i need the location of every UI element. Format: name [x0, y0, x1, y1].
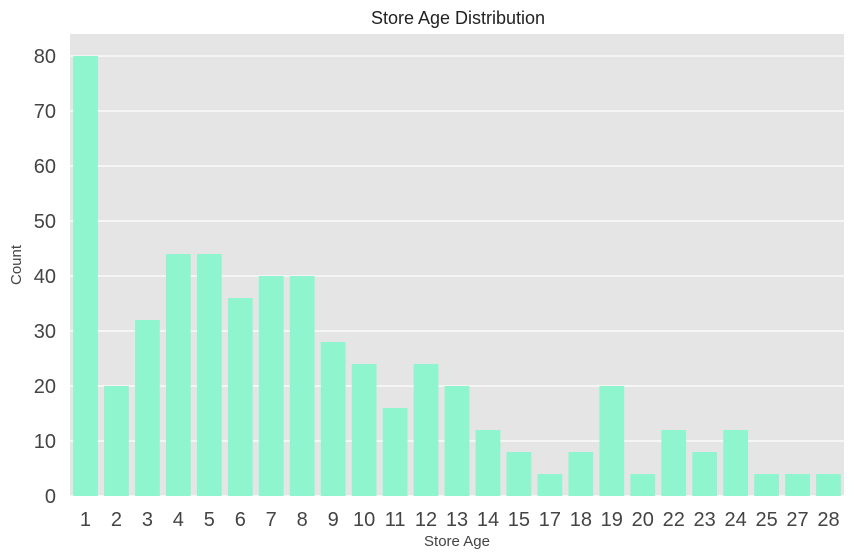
bar-6 [227, 298, 253, 496]
bar-15 [506, 452, 532, 496]
y-tick-label: 30 [34, 321, 56, 343]
y-axis-label: Count [8, 244, 25, 285]
x-tick-label: 10 [353, 509, 375, 531]
x-tick-label: 19 [601, 509, 623, 531]
x-axis-label: Store Age [424, 533, 490, 550]
x-tick-label: 17 [539, 509, 561, 531]
bar-27 [785, 474, 810, 496]
y-tick-label: 20 [34, 376, 56, 398]
x-tick-label: 2 [111, 509, 122, 531]
x-tick-label: 9 [328, 509, 339, 531]
x-tick-label: 6 [235, 509, 246, 531]
y-tick-label: 60 [34, 156, 56, 178]
bar-8 [289, 276, 315, 496]
x-tick-label: 15 [508, 509, 530, 531]
x-tick-label: 11 [385, 509, 406, 531]
y-tick-label: 0 [45, 486, 56, 508]
bar-28 [816, 474, 841, 496]
bar-1 [73, 56, 98, 496]
x-tick-label: 12 [415, 509, 437, 531]
bar-17 [537, 474, 563, 496]
bars [73, 56, 841, 496]
x-tick-label: 13 [446, 509, 468, 531]
chart-title: Store Age Distribution [371, 8, 545, 28]
bar-24 [723, 430, 749, 496]
bar-4 [165, 254, 191, 496]
y-tick-label: 40 [34, 266, 56, 288]
x-tick-label: 23 [694, 509, 716, 531]
x-tick-label: 8 [297, 509, 308, 531]
y-tick-labels: 0 10 20 30 40 50 60 70 80 [34, 46, 56, 508]
bar-13 [444, 386, 470, 496]
x-tick-label: 24 [725, 509, 747, 531]
x-tick-label: 25 [755, 509, 777, 531]
y-tick-label: 70 [34, 101, 56, 123]
bar-19 [599, 386, 625, 496]
bar-7 [258, 276, 284, 496]
bar-20 [630, 474, 656, 496]
bar-25 [754, 474, 779, 496]
x-tick-label: 7 [266, 509, 277, 531]
y-tick-label: 50 [34, 211, 56, 233]
bar-11 [382, 408, 408, 496]
bar-2 [104, 386, 129, 496]
y-tick-label: 80 [34, 46, 56, 68]
x-tick-label: 20 [632, 509, 654, 531]
bar-14 [475, 430, 501, 496]
bar-12 [413, 364, 439, 496]
x-tick-label: 5 [204, 509, 215, 531]
x-tick-label: 4 [173, 509, 184, 531]
bar-18 [568, 452, 594, 496]
bar-10 [351, 364, 377, 496]
x-tick-label: 18 [570, 509, 592, 531]
x-tick-label: 28 [817, 509, 839, 531]
bar-9 [320, 342, 346, 496]
bar-23 [692, 452, 718, 496]
bar-3 [135, 320, 160, 496]
bar-22 [661, 430, 687, 496]
x-tick-label: 1 [80, 509, 91, 531]
x-tick-label: 22 [663, 509, 685, 531]
y-tick-label: 10 [34, 431, 56, 453]
x-tick-label: 3 [142, 509, 153, 531]
bar-5 [196, 254, 222, 496]
x-tick-label: 14 [477, 509, 499, 531]
x-tick-labels: 1 2 3 4 5 6 7 8 9 10 11 12 13 14 15 17 18 19 20 22 23 24 25 27 2… [80, 509, 840, 531]
x-tick-label: 27 [786, 509, 808, 531]
